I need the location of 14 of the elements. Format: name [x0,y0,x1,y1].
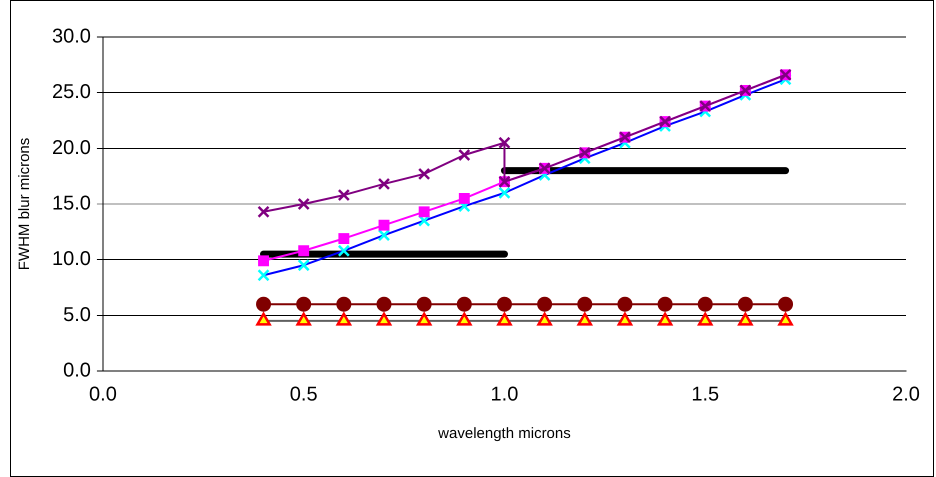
y-tick-label: 30.0 [52,26,91,48]
y-tick-label: 25.0 [52,81,91,104]
x-tick-label: 0.0 [89,384,117,406]
y-tick-label: 15.0 [52,192,91,215]
y-tick-label: 0.0 [63,360,91,382]
y-tick-label: 10.0 [52,248,91,270]
x-tick-label: 1.0 [490,384,518,406]
y-tick-label: 20.0 [52,136,91,159]
x-tick-label: 2.0 [892,384,920,406]
y-tick-label: 5.0 [63,304,91,326]
y-axis-title: FWHM blur microns [16,138,34,270]
x-axis-title: wavelength microns [437,425,571,442]
x-tick-label: 1.5 [691,384,720,406]
x-tick-label: 0.5 [290,384,318,406]
